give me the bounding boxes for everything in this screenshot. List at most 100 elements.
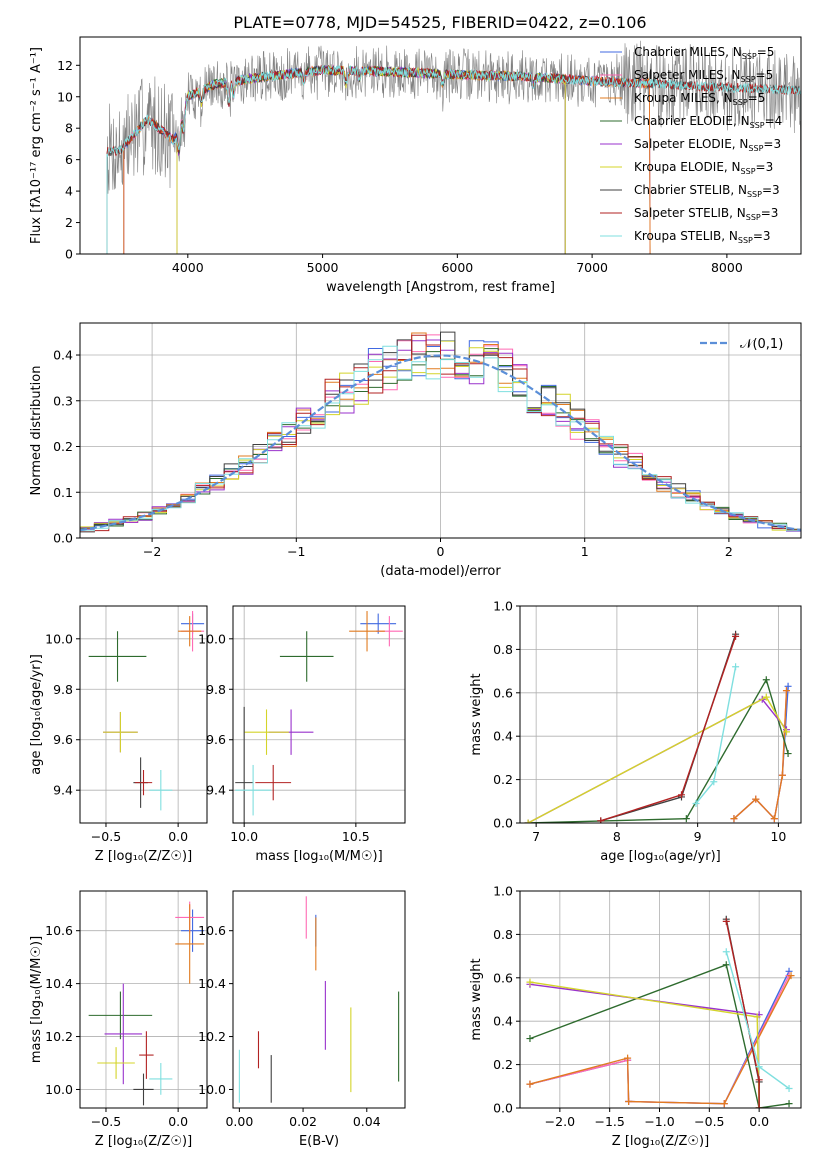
legend-subscript: SSP: [741, 75, 756, 84]
x-tick-label: 8000: [711, 260, 743, 275]
legend-text: Chabrier STELIB, N: [634, 183, 747, 197]
plot-area: [88, 611, 205, 811]
x-tick-label: 0.02: [289, 1114, 317, 1129]
data-point-marker: [762, 676, 770, 684]
x-tick-label: −2: [143, 544, 161, 559]
data-point-marker: [732, 663, 740, 671]
y-tick-label: 0.2: [53, 439, 73, 454]
data-spectrum-line: [106, 40, 801, 194]
panels: 4000 5000 6000 7000 8000024681012wavelength …: [29, 36, 802, 1149]
data-point-marker: [762, 693, 770, 701]
data-point-marker: [625, 1097, 633, 1105]
data-point-marker: [755, 1076, 763, 1084]
data-point-marker: [720, 1100, 728, 1108]
axes-frame: [79, 605, 208, 824]
legend-label: Chabrier ELODIE, NSSP=4: [634, 114, 782, 130]
axes-frame: [519, 890, 802, 1109]
data-point-marker: [782, 687, 790, 695]
normal-curve: [80, 354, 801, 532]
plot-area: [106, 40, 801, 254]
legend-label: 𝒩(0,1): [740, 337, 783, 352]
x-tick-label: −1: [287, 544, 305, 559]
y-axis-label: age [log₁₀(age/yr)]: [29, 654, 44, 775]
y-tick-label: 0.0: [53, 531, 73, 546]
y-tick-label: 0.0: [493, 816, 513, 831]
panel-age_vs_mass: 10.0 10.5 9.4 9.6 9.8 10.0 mass [log₁₀(M/M☉)]: [198, 605, 406, 864]
data-point-marker: [752, 795, 760, 803]
data-point-marker: [682, 815, 690, 823]
x-tick-label: 10: [770, 829, 786, 844]
y-tick-label: 0.8: [493, 927, 513, 942]
data-point-marker: [526, 1080, 534, 1088]
plot-area: [526, 915, 795, 1108]
legend-subscript: SSP: [747, 190, 762, 199]
data-point-marker: [692, 799, 700, 807]
legend-text: =3: [763, 137, 781, 151]
x-tick-label: 4000: [172, 260, 204, 275]
axes-frame: [519, 605, 802, 824]
data-point-marker: [784, 750, 792, 758]
panel-mass_weight_vs_Z: −2.0 −1.5 −1.0 −0.5 0.0 0.0 0.2 0.4 0.6 0.8 1.0 Z […: [469, 884, 802, 1149]
legend-subscript: SSP: [750, 121, 765, 130]
panel-age_vs_Z: −0.5 0.0 9.4 9.6 9.8 10.0 Z [log₁₀(Z/Z☉)] age […: [29, 605, 208, 864]
legend-text: Salpeter MILES, N: [634, 68, 741, 82]
legend-label: Salpeter ELODIE, NSSP=3: [634, 137, 781, 153]
x-tick-label: 1: [581, 544, 589, 559]
plot-area: [80, 331, 801, 533]
legend-text: =3: [753, 229, 771, 243]
panel-mass_vs_Z: −0.5 0.0 10.0 10.2 10.4 10.6 Z [log₁₀(Z/Z☉)] ma…: [29, 890, 208, 1149]
y-tick-label: 0.8: [493, 642, 513, 657]
legend-text: Kroupa MILES, N: [634, 91, 733, 105]
legend-text: Salpeter STELIB, N: [634, 206, 746, 220]
series-line: [529, 963, 790, 1108]
data-point-marker: [732, 632, 740, 640]
y-tick-label: 0: [65, 247, 73, 262]
x-axis-label: Z [log₁₀(Z/Z☉)]: [95, 849, 192, 864]
y-tick-label: 10.0: [198, 631, 226, 646]
data-point-marker: [722, 948, 730, 956]
y-tick-label: 12: [57, 58, 73, 73]
y-tick-label: 0.0: [493, 1101, 513, 1116]
plot-area: [524, 630, 792, 823]
data-point-marker: [755, 1063, 763, 1071]
y-tick-label: 0.4: [493, 1014, 513, 1029]
x-tick-label: 0.0: [168, 829, 188, 844]
histogram-step-line: [80, 345, 801, 532]
panel-residual_histogram: −2 −1 0 1 2 0.0 0.1 0.2 0.3 0.4 (data-model)/error…: [29, 322, 802, 579]
axes-frame: [232, 605, 406, 824]
y-axis-label: Normed distribution: [29, 366, 44, 496]
legend-text: =3: [761, 206, 779, 220]
x-axis-label: age [log₁₀(age/yr)]: [600, 849, 721, 864]
legend-subscript: SSP: [741, 167, 756, 176]
x-tick-label: 10.5: [342, 829, 370, 844]
legend-label: Kroupa MILES, NSSP=5: [634, 91, 765, 107]
y-tick-label: 0.3: [53, 393, 73, 408]
legend-text: Kroupa ELODIE, N: [634, 160, 741, 174]
plot-area: [235, 611, 403, 823]
series-line: [600, 636, 737, 822]
y-tick-label: 1.0: [493, 599, 513, 614]
plot-area: [88, 901, 205, 1106]
series-line: [600, 633, 737, 822]
data-point-marker: [710, 778, 718, 786]
legend-label: Salpeter STELIB, NSSP=3: [634, 206, 778, 222]
x-tick-label: 6000: [441, 260, 473, 275]
histogram-step-line: [80, 331, 801, 533]
data-point-marker: [782, 728, 790, 736]
x-tick-label: 9: [694, 829, 702, 844]
legend-text: =3: [756, 160, 774, 174]
legend-text: =5: [756, 68, 774, 82]
y-tick-label: 0.6: [493, 685, 513, 700]
data-point-marker: [524, 819, 532, 823]
plot-area: [238, 896, 400, 1103]
y-tick-label: 9.6: [206, 732, 226, 747]
x-tick-label: 0.0: [168, 1114, 188, 1129]
legend-text: Kroupa STELIB, N: [634, 229, 738, 243]
model-line-salpeter-stelib: [106, 64, 801, 254]
figure-title: PLATE=0778, MJD=54525, FIBERID=0422, z=0…: [233, 13, 646, 32]
model-line-kroupa-stelib: [106, 64, 801, 254]
x-tick-label: 8: [613, 829, 621, 844]
y-tick-label: 9.8: [206, 682, 226, 697]
data-point-marker: [677, 791, 685, 799]
